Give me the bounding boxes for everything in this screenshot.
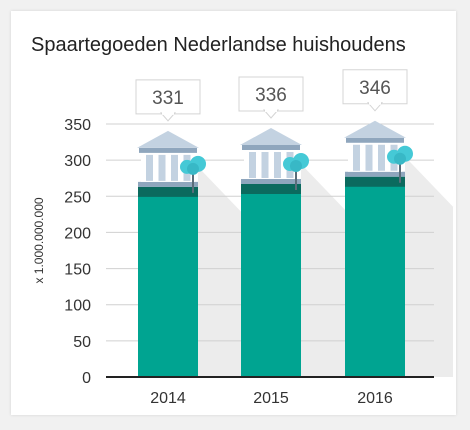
y-tick-label: 250 [64,189,91,206]
bar-top-band [138,186,198,197]
x-tick-label: 2015 [253,390,289,407]
bar [241,183,301,377]
bar-top-band [241,183,301,194]
tree-icon [283,152,309,190]
x-tick-label: 2016 [357,390,393,407]
value-callout: 346 [342,69,408,112]
y-tick-label: 50 [73,334,91,351]
y-axis-label: x 1.000.000.000 [32,197,46,283]
bar-chart: 331 336 346 x 1.000.000.000 0 50 100 150 200 250… [32,69,453,407]
tree-icon [387,145,413,183]
value-callout: 331 [135,79,201,122]
y-tick-label: 150 [64,262,91,279]
callout-label: 331 [152,88,184,109]
bar-shadow [301,163,349,377]
tree-icon [180,155,206,193]
y-tick-label: 0 [82,370,91,387]
y-tick-label: 100 [64,298,91,315]
y-tick-label: 300 [64,153,91,170]
bank-building-icon [137,130,199,187]
bar [345,176,405,377]
chart-card: Spaartegoeden Nederlandse huishoudens 33… [11,11,456,415]
chart-title: Spaartegoeden Nederlandse huishoudens [31,34,406,56]
bank-building-icon [240,127,302,184]
bar-shadow [198,166,246,377]
y-tick-label: 350 [64,117,91,134]
callout-label: 346 [359,78,391,99]
y-tick-label: 200 [64,225,91,242]
value-callout: 336 [238,76,304,119]
x-tick-label: 2014 [150,390,186,407]
bank-building-icon [344,120,406,177]
bar-shadow [405,156,453,377]
bar [138,186,198,377]
bar-top-band [345,176,405,187]
callout-label: 336 [255,85,287,106]
